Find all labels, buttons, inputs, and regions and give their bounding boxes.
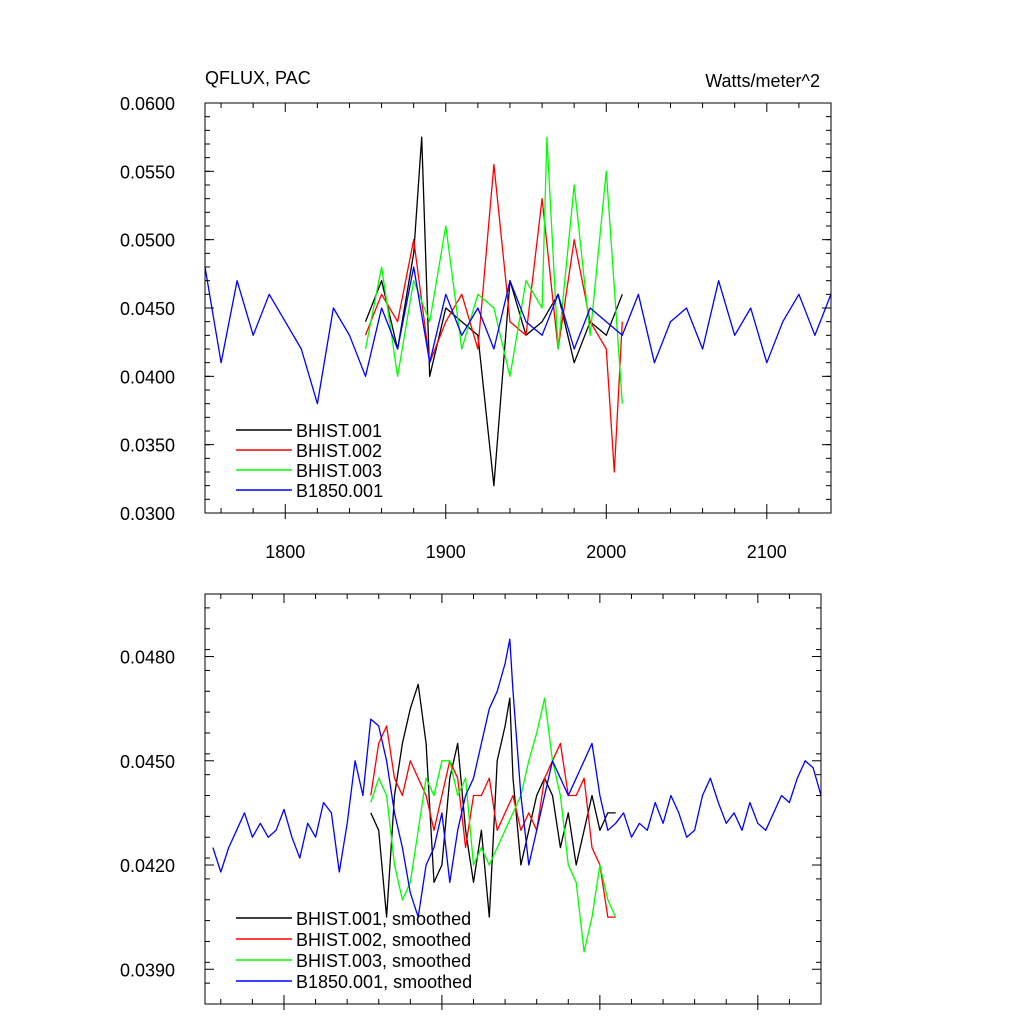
legend-label: BHIST.003, smoothed [296,951,471,971]
legend-label: B1850.001 [296,481,383,501]
legend-label: BHIST.001 [296,421,382,441]
y-tick-label: 0.0390 [120,960,175,980]
y-tick-label: 0.0350 [120,436,175,456]
legend-label: BHIST.001, smoothed [296,909,471,929]
y-tick-label: 0.0450 [120,299,175,319]
series-line-bottom-1 [370,725,616,918]
y-tick-label: 0.0500 [120,231,175,251]
y-tick-label: 0.0400 [120,367,175,387]
x-tick-label: 2000 [586,542,626,562]
y-tick-label: 0.0550 [120,162,175,182]
y-tick-label: 0.0300 [120,504,175,524]
y-tick-label: 0.0600 [120,94,175,114]
top-series-layer [204,136,832,487]
bottom-series-layer [212,638,822,953]
y-tick-label: 0.0420 [120,856,175,876]
y-tick-label: 0.0450 [120,752,175,772]
x-tick-label: 2100 [747,542,787,562]
bottom-plot-frame [204,593,822,1005]
series-line-top-0 [364,136,623,487]
series-line-bottom-0 [370,683,616,918]
top-panel: 1800 1900 2000 2100 0.0300 0.0350 0.0400 0.0450… [120,68,832,562]
legend-label: BHIST.003 [296,461,382,481]
x-tick-label: 1800 [265,542,305,562]
bottom-panel: 0.0390 0.0420 0.0450 0.0480 BHIST.001, smoo… [120,593,822,1010]
top-ticks: 1800 1900 2000 2100 0.0300 0.0350 0.0400 0.0450… [120,94,832,562]
top-title: QFLUX, PAC [205,68,311,88]
y-tick-label: 0.0480 [120,648,175,668]
series-line-top-1 [364,163,623,473]
top-units: Watts/meter^2 [705,71,820,91]
series-line-bottom-3 [212,638,822,918]
x-tick-label: 1900 [426,542,466,562]
series-line-bottom-2 [370,697,617,953]
series-line-top-3 [204,266,832,405]
series-line-top-2 [364,136,623,404]
legend-label: BHIST.002 [296,441,382,461]
legend-label: BHIST.002, smoothed [296,930,471,950]
legend-label: B1850.001, smoothed [296,972,472,992]
bottom-ticks: 0.0390 0.0420 0.0450 0.0480 [120,594,822,1010]
